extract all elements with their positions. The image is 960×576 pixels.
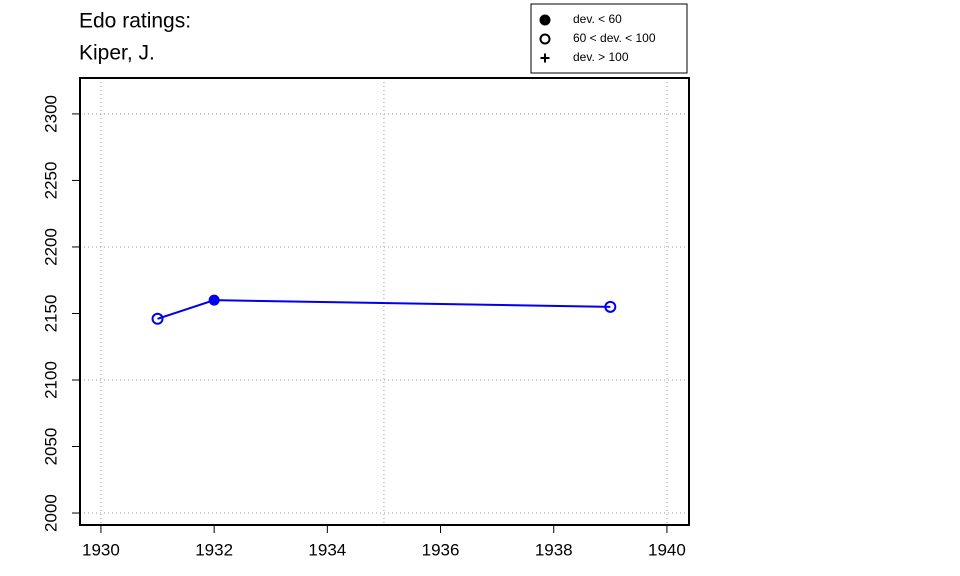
legend-label: dev. > 100 (573, 50, 629, 64)
chart-subtitle: Kiper, J. (79, 42, 155, 65)
y-tick-label: 2300 (41, 95, 60, 133)
x-tick-label: 1938 (535, 540, 573, 559)
legend-label: dev. < 60 (573, 12, 622, 26)
marker (208, 294, 220, 306)
x-tick-label: 1940 (648, 540, 686, 559)
y-tick-label: 2100 (41, 361, 60, 399)
y-tick-label: 2250 (41, 162, 60, 200)
legend-box (530, 3, 688, 74)
marker-plus (540, 53, 550, 63)
legend-label: 60 < dev. < 100 (573, 31, 656, 45)
x-tick-label: 1930 (82, 540, 120, 559)
legend: dev. < 60 60 < dev. < 100 dev. > 100 (530, 3, 688, 74)
x-tick-label: 1936 (422, 540, 460, 559)
y-tick-label: 2050 (41, 428, 60, 466)
x-tick-label: 1932 (195, 540, 233, 559)
y-tick-label: 2000 (41, 494, 60, 532)
y-tick-label: 2200 (41, 228, 60, 266)
marker (539, 33, 551, 45)
plot-frame (79, 77, 690, 526)
y-tick-label: 2150 (41, 295, 60, 333)
marker (604, 300, 617, 313)
marker (539, 14, 551, 26)
x-tick-label: 1934 (308, 540, 346, 559)
marker (540, 53, 550, 63)
chart-title: Edo ratings: (79, 10, 191, 33)
line (157, 299, 611, 320)
marker (151, 312, 164, 325)
